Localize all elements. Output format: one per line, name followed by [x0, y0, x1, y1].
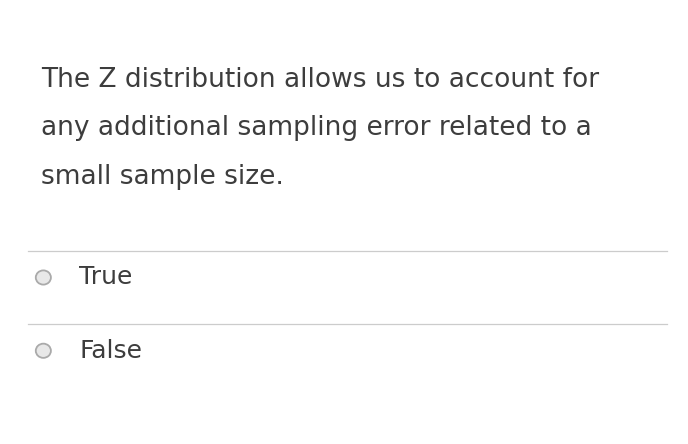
Ellipse shape — [36, 344, 51, 358]
Text: False: False — [79, 339, 142, 363]
Text: small sample size.: small sample size. — [41, 164, 284, 190]
Ellipse shape — [36, 270, 51, 285]
Text: any additional sampling error related to a: any additional sampling error related to… — [41, 115, 592, 142]
Text: The Z distribution allows us to account for: The Z distribution allows us to account … — [41, 67, 599, 93]
Text: True: True — [79, 266, 133, 289]
